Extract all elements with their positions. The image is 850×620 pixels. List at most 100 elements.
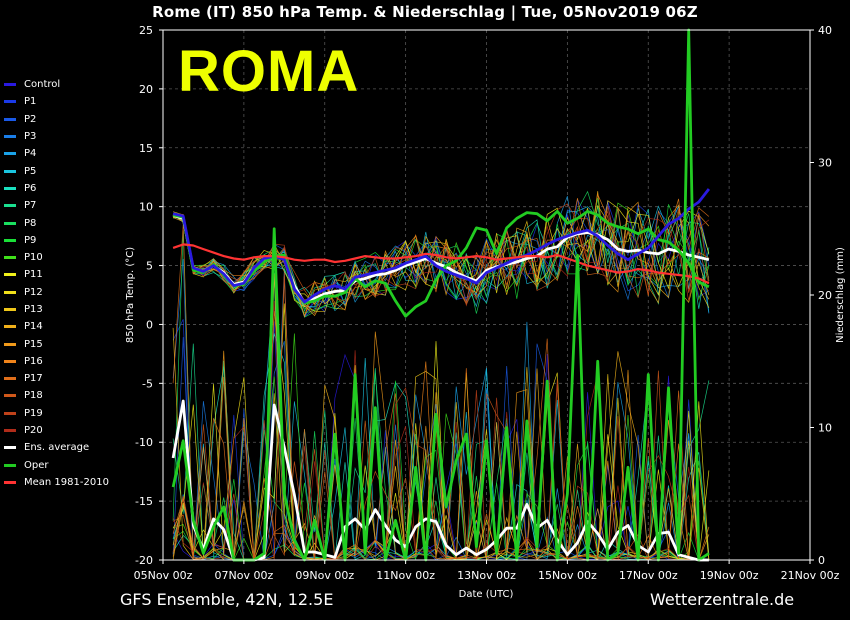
legend-item: Mean 1981-2010 [4, 474, 109, 491]
legend-item: P2 [4, 111, 109, 128]
legend-item: P1 [4, 93, 109, 110]
x-tick-label: 09Nov 00z [295, 569, 354, 582]
ensemble-members [172, 190, 710, 562]
ensemble-precip-line [172, 258, 709, 561]
site-caption: Wetterzentrale.de [650, 590, 795, 609]
legend-swatch [4, 273, 16, 277]
legend-swatch [4, 429, 16, 433]
legend-label: P15 [24, 338, 43, 350]
legend-item: Control [4, 76, 109, 93]
city-label: ROMA [178, 39, 360, 104]
y2-tick-label: 30 [818, 157, 832, 170]
legend-label: P17 [24, 373, 43, 385]
x-tick-label: 07Nov 00z [215, 569, 274, 582]
legend-label: P18 [24, 390, 43, 402]
temp-mean-1981-2010-line [172, 243, 710, 285]
x-tick-label: 17Nov 00z [619, 569, 678, 582]
legend-swatch [4, 480, 16, 484]
x-tick-label: 13Nov 00z [457, 569, 516, 582]
y-tick-label: 5 [146, 260, 153, 273]
legend-label: P19 [24, 407, 43, 419]
x-tick-label: 21Nov 00z [781, 569, 840, 582]
legend-label: P14 [24, 321, 43, 333]
legend-swatch [4, 204, 16, 208]
legend-label: Ens. average [24, 442, 90, 454]
ensemble-precip-line [172, 361, 710, 561]
legend-label: Control [24, 79, 61, 91]
legend-swatch [4, 238, 16, 242]
legend-label: P12 [24, 286, 43, 298]
legend-item: P14 [4, 318, 109, 335]
x-tick-label: 19Nov 00z [700, 569, 759, 582]
legend-item: P4 [4, 145, 109, 162]
y-axis-label: 850 hPa Temp. (°C) [125, 247, 136, 343]
legend-label: P8 [24, 217, 37, 229]
legend-swatch [4, 152, 16, 156]
y-tick-label: -20 [135, 554, 153, 567]
y-tick-label: -15 [135, 495, 153, 508]
legend-item: P7 [4, 197, 109, 214]
legend-swatch [4, 186, 16, 190]
legend-label: P10 [24, 252, 43, 264]
y2-axis-label: Niederschlag (mm) [835, 247, 846, 343]
legend-swatch [4, 394, 16, 398]
legend-label: Mean 1981-2010 [24, 476, 109, 488]
legend-swatch [4, 308, 16, 311]
axis-ticks: 25 20 15 10 5 0 -5 -10 -15 -20 40 30 20 10 0 05Nov 00z 0… [134, 24, 840, 582]
legend-swatch [4, 169, 16, 173]
legend-label: P16 [24, 355, 43, 367]
legend-label: P13 [24, 304, 43, 315]
legend-label: P7 [24, 200, 37, 212]
legend-swatch [4, 446, 16, 450]
legend-item: P15 [4, 335, 109, 352]
legend-item: P3 [4, 128, 109, 145]
ensemble-temp-line [173, 201, 710, 318]
legend-label: P4 [24, 148, 37, 160]
ensemble-precip-line [172, 272, 710, 561]
legend-item: P19 [4, 405, 109, 422]
y-tick-label: -10 [135, 436, 153, 449]
legend-label: P9 [24, 234, 37, 246]
legend-item: P5 [4, 162, 109, 179]
legend-item: P12 [4, 284, 109, 301]
legend-label: P11 [24, 269, 43, 281]
legend-item: P10 [4, 249, 109, 266]
legend-label: P1 [24, 96, 37, 108]
legend-swatch [4, 83, 16, 87]
legend-label: P5 [24, 165, 37, 177]
legend-label: P6 [24, 182, 37, 194]
precip-oper-line [171, 28, 710, 562]
legend-label: P2 [24, 113, 37, 125]
y-tick-label: -5 [142, 377, 153, 390]
temp-control-line [172, 188, 711, 304]
legend-item: Oper [4, 457, 109, 474]
legend-swatch [4, 135, 16, 139]
x-tick-label: 05Nov 00z [134, 569, 193, 582]
y2-tick-label: 40 [818, 24, 832, 37]
series-lines [171, 28, 711, 562]
y-tick-label: 20 [139, 83, 153, 96]
ensemble-precip-line [172, 272, 709, 561]
legend-swatch [4, 411, 16, 415]
x-tick-label: 15Nov 00z [538, 569, 597, 582]
ensemble-precip-line [172, 319, 709, 561]
legend-swatch [4, 100, 16, 104]
ensemble-temp-line [172, 193, 710, 318]
chart-title: Rome (IT) 850 hPa Temp. & Niederschlag |… [152, 3, 698, 21]
x-tick-label: 11Nov 00z [376, 569, 435, 582]
legend-item: P20 [4, 422, 109, 439]
y2-tick-label: 0 [818, 554, 825, 567]
legend-item: P6 [4, 180, 109, 197]
legend-swatch [4, 342, 16, 346]
legend-swatch [4, 325, 16, 329]
legend-item: P13 [4, 301, 109, 318]
legend-item: P8 [4, 214, 109, 231]
legend-item: P16 [4, 353, 109, 370]
legend-item: P17 [4, 370, 109, 387]
legend-swatch [4, 290, 16, 294]
legend-label: P3 [24, 131, 37, 143]
legend-swatch [4, 377, 16, 381]
legend-label: Oper [24, 459, 49, 471]
legend-item: Ens. average [4, 439, 109, 456]
